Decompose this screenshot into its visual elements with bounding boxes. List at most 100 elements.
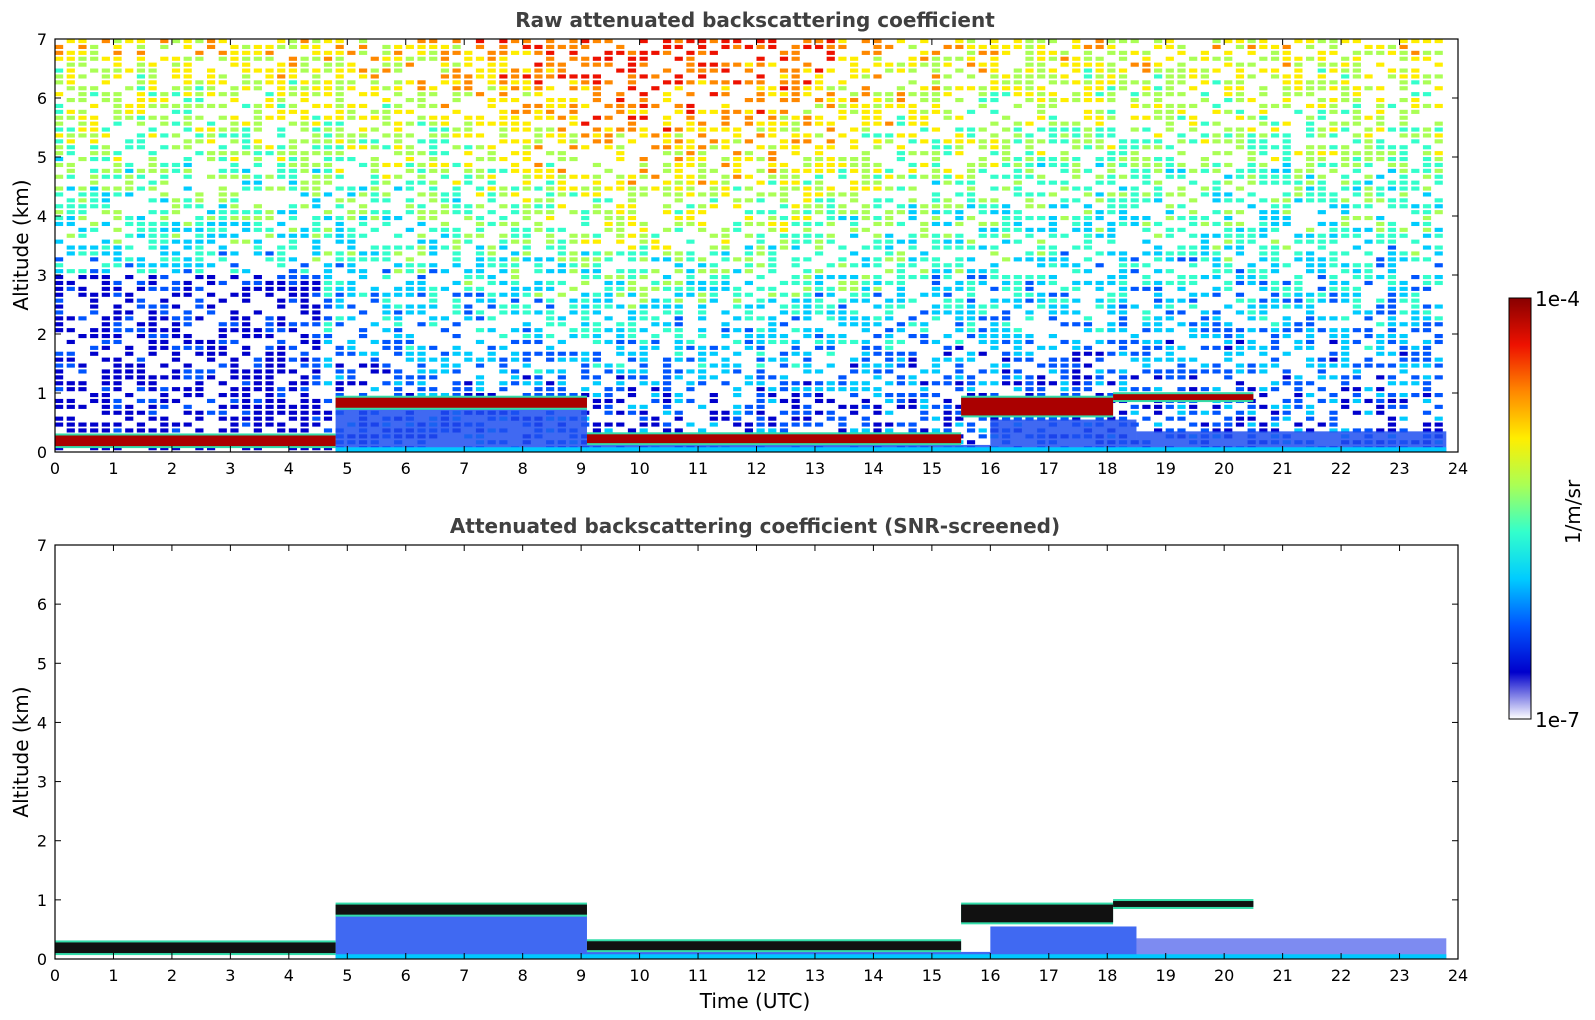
noise-cell [616, 363, 625, 368]
noise-cell [791, 210, 800, 215]
noise-cell [709, 269, 718, 274]
noise-cell [604, 428, 613, 433]
noise-cell [1189, 115, 1198, 120]
noise-cell [1072, 198, 1081, 203]
noise-cell [814, 174, 824, 179]
noise-cell [1329, 133, 1338, 138]
noise-cell [288, 410, 298, 415]
noise-cell [651, 286, 660, 291]
noise-cell [125, 393, 134, 398]
noise-cell [1118, 68, 1128, 73]
noise-cell [1177, 44, 1186, 50]
noise-cell [206, 157, 216, 162]
noise-cell [405, 56, 414, 61]
noise-cell [861, 162, 870, 168]
noise-cell [499, 39, 508, 44]
noise-cell [709, 263, 718, 268]
noise-cell [1072, 322, 1081, 327]
noise-cell [616, 381, 625, 386]
noise-cell [885, 428, 894, 433]
noise-cell [417, 139, 426, 144]
noise-cell [1013, 44, 1022, 50]
noise-cell [370, 257, 379, 262]
noise-cell [1095, 339, 1104, 345]
noise-cell [78, 115, 87, 120]
noise-cell [966, 310, 976, 315]
noise-cell [627, 204, 637, 209]
noise-cell [966, 204, 976, 209]
noise-cell [908, 216, 917, 221]
noise-cell [686, 109, 695, 114]
noise-cell [1037, 157, 1046, 162]
noise-cell [405, 257, 414, 262]
noise-cell [475, 263, 485, 268]
noise-cell [1212, 80, 1221, 85]
noise-cell [1072, 216, 1081, 221]
noise-cell [1329, 316, 1338, 321]
noise-cell [861, 351, 870, 356]
noise-cell [323, 68, 333, 73]
noise-cell [756, 263, 765, 268]
noise-cell [709, 416, 718, 421]
noise-cell [440, 103, 450, 109]
noise-cell [1294, 62, 1303, 67]
noise-cell [1329, 109, 1338, 114]
noise-cell [1329, 286, 1338, 291]
noise-cell [499, 381, 508, 386]
noise-cell [288, 151, 298, 156]
noise-cell [1013, 369, 1022, 374]
noise-cell [136, 50, 146, 55]
noise-cell [639, 168, 648, 173]
noise-cell [136, 39, 146, 44]
noise-cell [300, 180, 309, 185]
noise-cell [546, 39, 555, 44]
noise-cell [1189, 257, 1198, 262]
noise-cell [639, 422, 648, 427]
noise-cell [920, 227, 929, 232]
noise-cell [873, 174, 882, 179]
noise-cell [347, 109, 356, 114]
noise-cell [1189, 251, 1198, 256]
noise-cell [662, 139, 672, 144]
noise-cell [499, 68, 508, 73]
noise-cell [101, 381, 110, 386]
noise-cell [1282, 369, 1291, 374]
noise-cell [405, 133, 414, 138]
noise-cell [148, 186, 157, 191]
noise-cell [627, 375, 637, 380]
noise-cell [335, 322, 344, 327]
noise-cell [475, 56, 485, 61]
noise-cell [627, 109, 637, 114]
noise-cell [1306, 233, 1315, 238]
noise-cell [1177, 103, 1186, 109]
noise-cell [651, 334, 660, 339]
noise-cell [814, 339, 824, 345]
noise-cell [195, 286, 204, 291]
noise-cell [323, 127, 333, 132]
noise-cell [931, 286, 941, 291]
noise-cell [429, 227, 438, 232]
noise-cell [510, 227, 520, 232]
noise-cell [370, 86, 379, 91]
noise-cell [90, 251, 99, 256]
noise-cell [1259, 286, 1268, 291]
noise-cell [569, 44, 578, 50]
noise-cell [1224, 180, 1233, 185]
noise-cell [639, 239, 648, 244]
noise-cell [674, 127, 683, 132]
noise-cell [627, 428, 637, 433]
noise-cell [323, 39, 333, 44]
noise-cell [253, 404, 262, 409]
noise-cell [475, 339, 485, 345]
noise-cell [955, 404, 964, 409]
noise-cell [861, 151, 870, 156]
noise-cell [171, 133, 181, 138]
noise-cell [300, 204, 309, 209]
noise-cell [1259, 145, 1268, 150]
noise-cell [230, 310, 239, 315]
noise-cell [768, 269, 777, 274]
noise-cell [873, 115, 882, 120]
noise-cell [838, 44, 847, 50]
noise-cell [920, 115, 929, 120]
noise-cell [183, 103, 192, 109]
